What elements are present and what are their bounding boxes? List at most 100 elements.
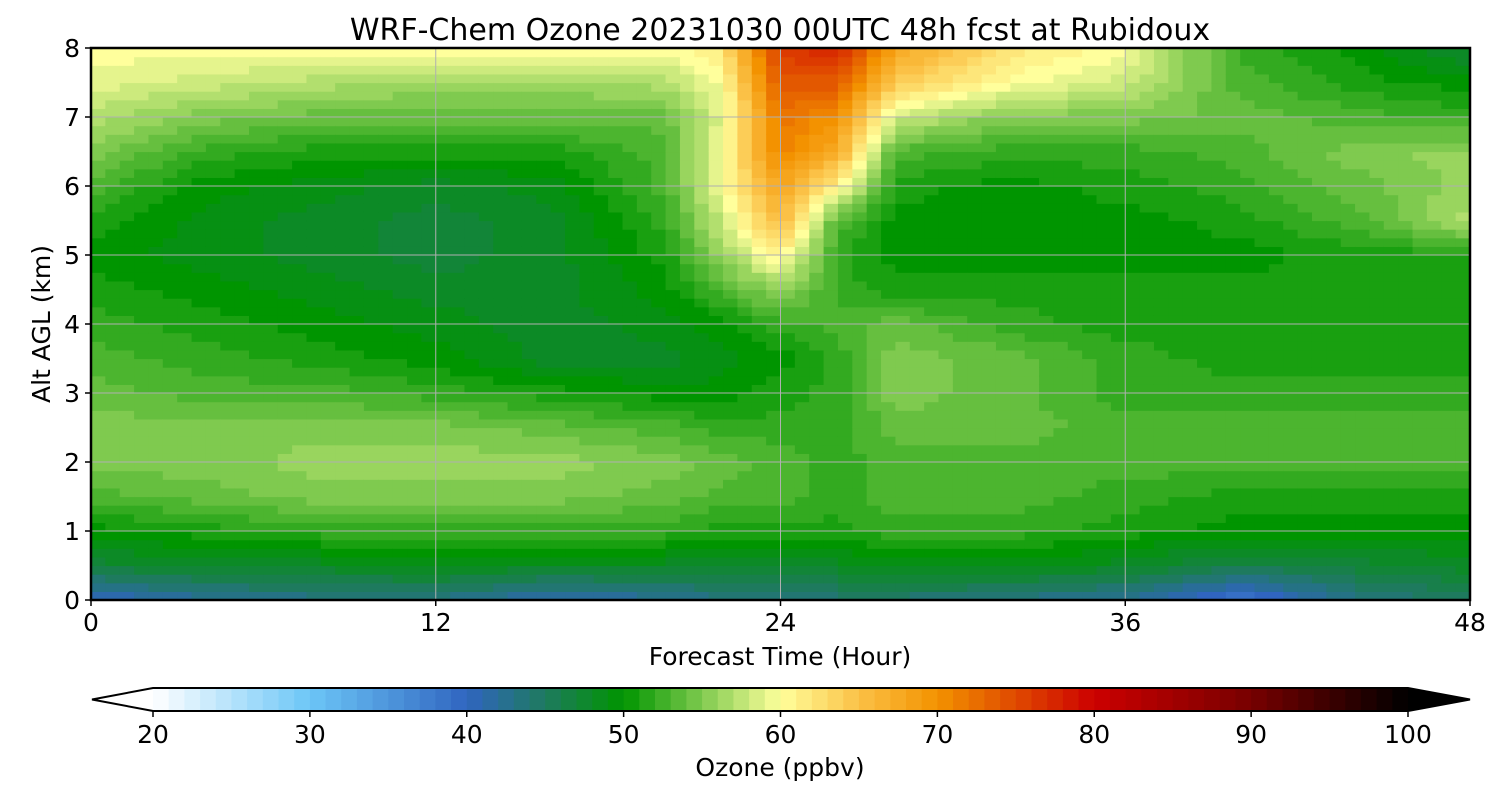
field-cell (134, 117, 150, 127)
field-cell (579, 436, 595, 446)
field-cell (651, 280, 667, 291)
field-cell (292, 496, 308, 506)
field-cell (349, 367, 365, 377)
field-cell (852, 151, 868, 161)
field-cell (392, 393, 408, 403)
field-cell (1039, 418, 1055, 429)
field-cell (220, 151, 236, 161)
field-cell (91, 315, 106, 325)
field-cell (952, 194, 968, 204)
field-cell (737, 246, 753, 256)
field-cell (148, 487, 164, 498)
field-cell (1096, 582, 1112, 592)
field-cell (1010, 220, 1026, 230)
field-cell (1024, 306, 1040, 316)
field-cell (306, 375, 322, 385)
field-cell (809, 531, 825, 541)
field-cell (1082, 56, 1098, 66)
field-cell (1067, 99, 1083, 109)
field-cell (1139, 255, 1155, 265)
field-cell (1110, 220, 1126, 230)
field-cell (1125, 255, 1141, 265)
field-cell (234, 194, 250, 204)
field-cell (91, 151, 106, 161)
field-cell (134, 324, 150, 334)
field-cell (134, 48, 150, 58)
field-cell (1197, 539, 1213, 549)
field-cell (263, 211, 279, 222)
field-cell (651, 168, 667, 178)
field-cell (967, 134, 983, 144)
field-cell (837, 410, 853, 420)
field-cell (895, 255, 911, 265)
field-cell (809, 427, 825, 437)
field-cell (1067, 108, 1083, 118)
field-cell (1125, 470, 1141, 480)
field-cell (507, 410, 523, 420)
field-cell (378, 91, 394, 101)
field-cell (723, 160, 738, 170)
field-cell (1197, 349, 1213, 360)
field-cell (1110, 272, 1126, 282)
field-cell (1082, 99, 1098, 109)
field-cell (450, 56, 466, 66)
field-cell (478, 522, 494, 532)
field-cell (809, 229, 825, 239)
field-cell (1153, 453, 1169, 463)
field-cell (579, 186, 595, 196)
field-cell (895, 436, 911, 446)
field-cell (651, 367, 667, 377)
field-cell (1096, 444, 1112, 454)
field-cell (995, 99, 1011, 109)
field-cell (837, 229, 853, 239)
field-cell (852, 48, 868, 58)
field-cell (363, 539, 379, 549)
field-cell (478, 582, 494, 592)
field-cell (1197, 246, 1213, 256)
field-cell (507, 470, 523, 480)
field-cell (837, 99, 853, 109)
field-cell (708, 453, 724, 463)
field-cell (119, 444, 135, 454)
field-cell (794, 375, 810, 385)
field-cell (119, 168, 135, 178)
field-cell (679, 548, 695, 558)
field-cell (679, 401, 695, 411)
field-cell (162, 65, 178, 75)
field-cell (162, 487, 178, 498)
field-cell (363, 194, 379, 204)
field-cell (565, 367, 580, 377)
field-cell (134, 186, 150, 196)
field-cell (349, 375, 365, 385)
field-cell (435, 117, 451, 127)
field-cell (995, 556, 1011, 567)
field-cell (636, 393, 652, 403)
field-cell (435, 427, 451, 437)
field-cell (521, 565, 537, 575)
field-cell (608, 151, 624, 161)
field-cell (579, 125, 595, 135)
field-cell (579, 220, 595, 230)
field-cell (191, 237, 207, 247)
field-cell (794, 358, 810, 368)
field-cell (794, 177, 810, 187)
field-cell (809, 548, 825, 558)
field-cell (521, 444, 537, 454)
field-cell (809, 211, 825, 222)
field-cell (277, 246, 293, 256)
field-cell (320, 582, 336, 592)
field-cell (1096, 531, 1112, 541)
field-cell (1082, 203, 1098, 213)
field-cell (1024, 48, 1040, 58)
field-cell (205, 462, 221, 472)
field-cell (119, 539, 135, 549)
field-cell (292, 393, 308, 403)
field-cell (766, 324, 782, 334)
field-cell (407, 289, 422, 299)
field-cell (550, 117, 566, 127)
field-cell (579, 522, 595, 532)
field-cell (91, 367, 106, 377)
field-cell (292, 358, 308, 368)
field-cell (967, 349, 983, 360)
field-cell (938, 324, 954, 334)
